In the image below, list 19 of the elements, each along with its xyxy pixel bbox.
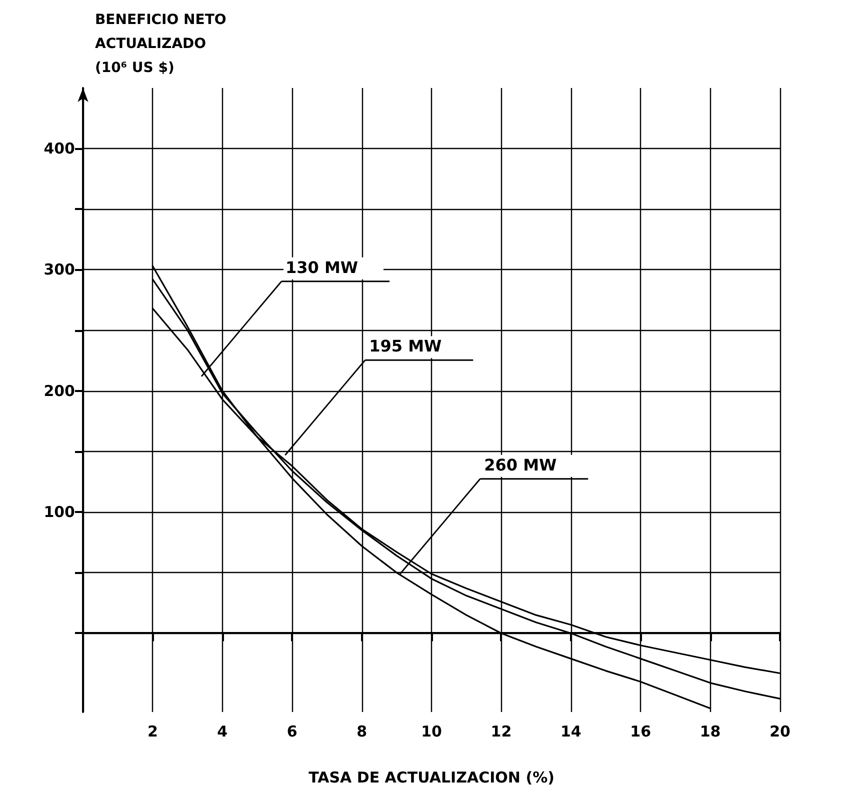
x-tick-label: 14 (560, 722, 582, 740)
y-tick-label: 100 (44, 503, 75, 522)
x-tick-label: 2 (147, 722, 158, 740)
y-axis-title: BENEFICIO NETO ACTUALIZADO (10⁶ US $) (95, 12, 226, 76)
x-axis-title: TASA DE ACTUALIZACION (%) (308, 768, 554, 786)
annotation: 260 MW (484, 455, 558, 474)
y-tick-label: 400 (44, 140, 75, 158)
x-tick-label: 18 (700, 722, 721, 740)
x-tick-label: 4 (217, 722, 228, 740)
x-tick-label: 12 (490, 722, 512, 740)
y-tick-label: 300 (44, 260, 75, 279)
x-tick-label: 6 (286, 722, 298, 740)
x-tick-label: 10 (421, 722, 442, 740)
x-tick-label: 16 (630, 722, 652, 740)
x-tick-label: 8 (356, 722, 368, 740)
annotation: 195 MW (369, 336, 442, 356)
annotation: 130 MW (285, 258, 358, 277)
y-tick-label: 200 (44, 382, 75, 400)
x-tick-label: 20 (770, 722, 790, 740)
